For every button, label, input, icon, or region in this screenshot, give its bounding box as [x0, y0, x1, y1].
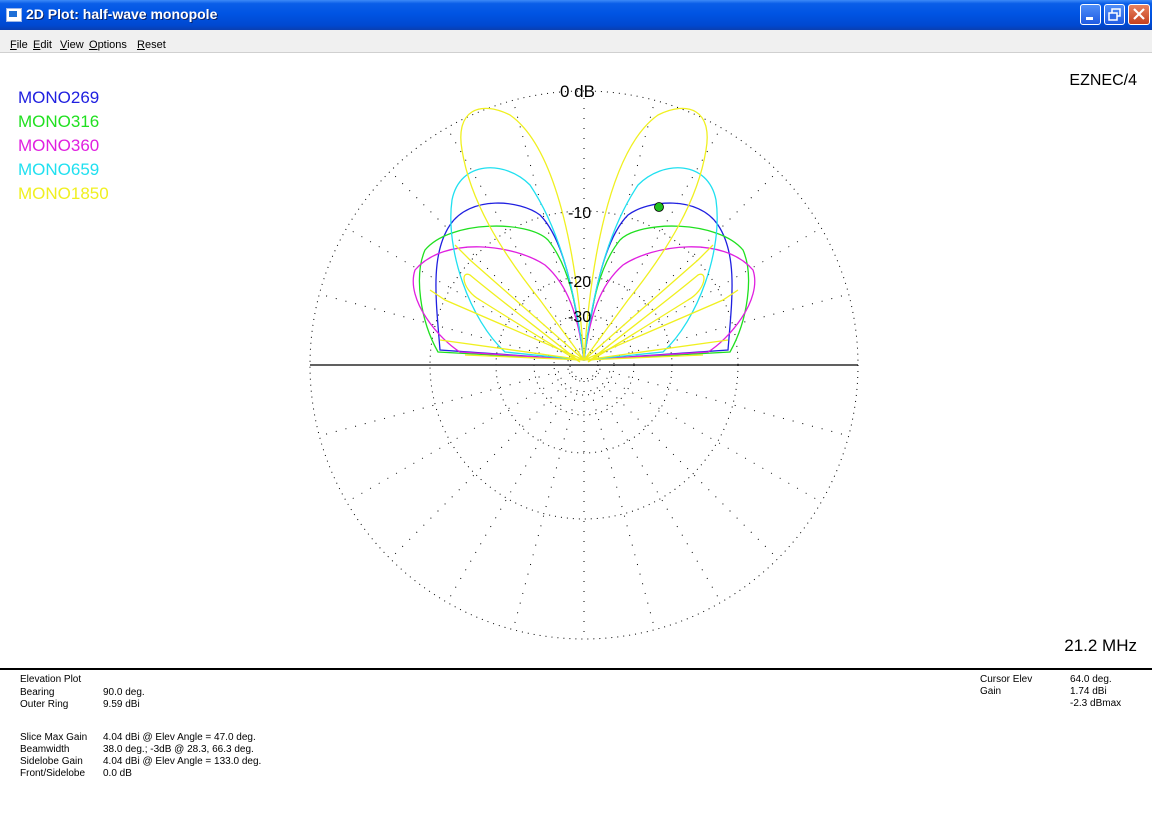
- front-sidelobe-value: 0.0 dB: [103, 768, 132, 779]
- info-panel: Elevation Plot Bearing 90.0 deg. Outer R…: [0, 668, 1152, 838]
- minimize-icon: [1086, 17, 1093, 20]
- menu-options[interactable]: Options: [89, 39, 127, 51]
- restore-icon: [1108, 8, 1121, 21]
- app-icon[interactable]: [6, 8, 22, 22]
- plot-type: Elevation Plot: [20, 674, 82, 685]
- legend-item-mono269: MONO269: [18, 88, 100, 107]
- title-bar: 2D Plot: half-wave monopole: [0, 0, 1152, 30]
- legend-item-mono316: MONO316: [18, 112, 100, 131]
- cursor-gain-label: Gain: [980, 686, 1002, 697]
- legend-item-mono360: MONO360: [18, 136, 100, 155]
- slice-max-gain-label: Slice Max Gain: [20, 732, 88, 743]
- outer-ring-label: Outer Ring: [20, 699, 69, 710]
- minimize-button[interactable]: [1080, 4, 1101, 25]
- plot-area[interactable]: [0, 53, 1152, 667]
- window-title: 2D Plot: half-wave monopole: [26, 6, 218, 22]
- menu-edit[interactable]: Edit: [33, 39, 52, 51]
- sidelobe-gain-label: Sidelobe Gain: [20, 756, 83, 767]
- close-button[interactable]: [1128, 4, 1150, 25]
- cursor-gain-rel: -2.3 dBmax: [1070, 698, 1122, 709]
- legend-item-mono659: MONO659: [18, 160, 100, 179]
- menu-bar: File Edit View Options Reset: [0, 30, 1152, 53]
- frequency-label: 21.2 MHz: [1064, 636, 1137, 655]
- beamwidth-value: 38.0 deg.; -3dB @ 28.3, 66.3 deg.: [103, 744, 254, 755]
- cursor-elev-value: 64.0 deg.: [1070, 674, 1112, 685]
- menu-view[interactable]: View: [60, 39, 84, 51]
- cursor-gain-value: 1.74 dBi: [1070, 686, 1107, 697]
- legend-item-mono1850: MONO1850: [18, 184, 109, 203]
- restore-button[interactable]: [1104, 4, 1125, 25]
- bearing-value: 90.0 deg.: [103, 687, 145, 698]
- slice-max-gain-value: 4.04 dBi @ Elev Angle = 47.0 deg.: [103, 732, 256, 743]
- outer-ring-value: 9.59 dBi: [103, 699, 140, 710]
- beamwidth-label: Beamwidth: [20, 744, 70, 755]
- menu-file[interactable]: File: [10, 39, 28, 51]
- cursor-elev-label: Cursor Elev: [980, 674, 1033, 685]
- brand-label: EZNEC/4: [1069, 72, 1137, 89]
- sidelobe-gain-value: 4.04 dBi @ Elev Angle = 133.0 deg.: [103, 756, 262, 767]
- menu-reset[interactable]: Reset: [137, 39, 166, 51]
- close-icon: [1133, 8, 1145, 20]
- bearing-label: Bearing: [20, 687, 55, 698]
- front-sidelobe-label: Front/Sidelobe: [20, 768, 86, 779]
